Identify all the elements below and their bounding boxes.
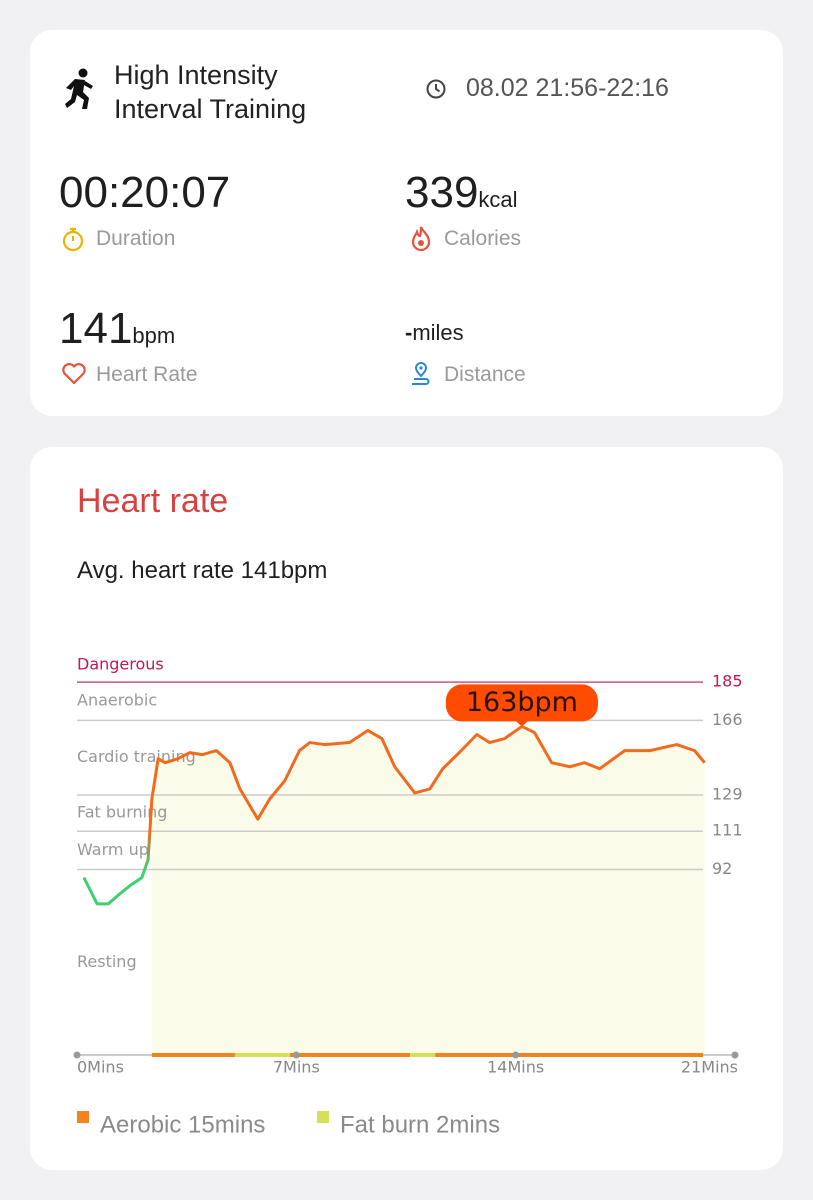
peak-label: 163bpm (466, 687, 578, 718)
stat-label: Distance (444, 363, 526, 386)
x-tick (73, 1051, 81, 1059)
legend-label: Aerobic 15mins (100, 1111, 265, 1138)
activity-title: High Intensity Interval Training (114, 60, 307, 124)
y-tick-label: 129 (712, 784, 743, 803)
zone-label: Cardio training (77, 747, 196, 766)
session-time: 08.02 21:56-22:16 (466, 74, 669, 102)
x-tick-label: 7Mins (273, 1058, 320, 1077)
zone-span (290, 1053, 411, 1057)
stat-value: 141 (59, 304, 133, 353)
distance-icon (412, 362, 430, 385)
summary-card (30, 30, 783, 416)
x-tick (292, 1051, 300, 1059)
x-tick-label: 0Mins (77, 1058, 124, 1077)
stat-label: Calories (444, 227, 522, 250)
stat-value: 00:20:07 (59, 168, 231, 217)
y-tick-label: 92 (712, 859, 732, 878)
y-tick-label: 185 (712, 672, 743, 691)
y-tick-label: 111 (712, 821, 743, 840)
calories-icon (411, 226, 431, 252)
distance-stat: -miles (405, 320, 464, 346)
duration-stat: 00:20:07 (59, 168, 230, 218)
stat-unit: miles (412, 320, 464, 345)
heart-rate-line (82, 724, 706, 906)
zone-label: Warm up (77, 840, 149, 859)
zone-span (410, 1053, 436, 1057)
zone-label: Anaerobic (77, 691, 157, 710)
peak-callout: 163bpm (445, 684, 598, 727)
card-title: Heart rate (77, 482, 229, 520)
zone-label: Dangerous (77, 655, 164, 674)
zone-span (234, 1053, 291, 1057)
x-tick-label: 14Mins (487, 1058, 544, 1077)
duration-icon (62, 227, 84, 252)
legend-label: Fat burn 2mins (340, 1111, 500, 1138)
x-tick (512, 1051, 520, 1059)
heart-rate-stat: 141bpm (59, 304, 175, 354)
stat-label: Heart Rate (96, 363, 198, 386)
y-tick-label: 166 (712, 710, 743, 729)
legend-swatch (77, 1111, 89, 1123)
stat-unit: bpm (132, 323, 176, 348)
area-fill (151, 726, 705, 1055)
stat-label: Duration (96, 227, 176, 250)
peak-bubble (514, 720, 529, 727)
activity-icon (65, 68, 93, 109)
stat-value: - (405, 320, 413, 345)
clock-icon (426, 79, 446, 99)
zone-label: Fat burning (77, 803, 167, 822)
zone-span (151, 1053, 235, 1057)
stat-unit: kcal (478, 187, 518, 212)
peak-label-bg (445, 684, 598, 722)
calories-stat: 339kcal (405, 168, 518, 218)
stat-value: 339 (405, 168, 479, 217)
x-tick-label: 21Mins (681, 1058, 738, 1077)
x-tick (731, 1051, 739, 1059)
legend-swatch (317, 1111, 329, 1123)
heart-icon (62, 363, 86, 385)
zone-span (435, 1053, 704, 1057)
average-heart-rate: Avg. heart rate 141bpm (77, 557, 328, 584)
zone-label: Resting (77, 952, 137, 971)
